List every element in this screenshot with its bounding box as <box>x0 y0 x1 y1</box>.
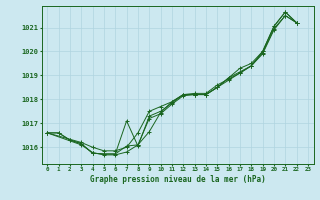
X-axis label: Graphe pression niveau de la mer (hPa): Graphe pression niveau de la mer (hPa) <box>90 175 266 184</box>
